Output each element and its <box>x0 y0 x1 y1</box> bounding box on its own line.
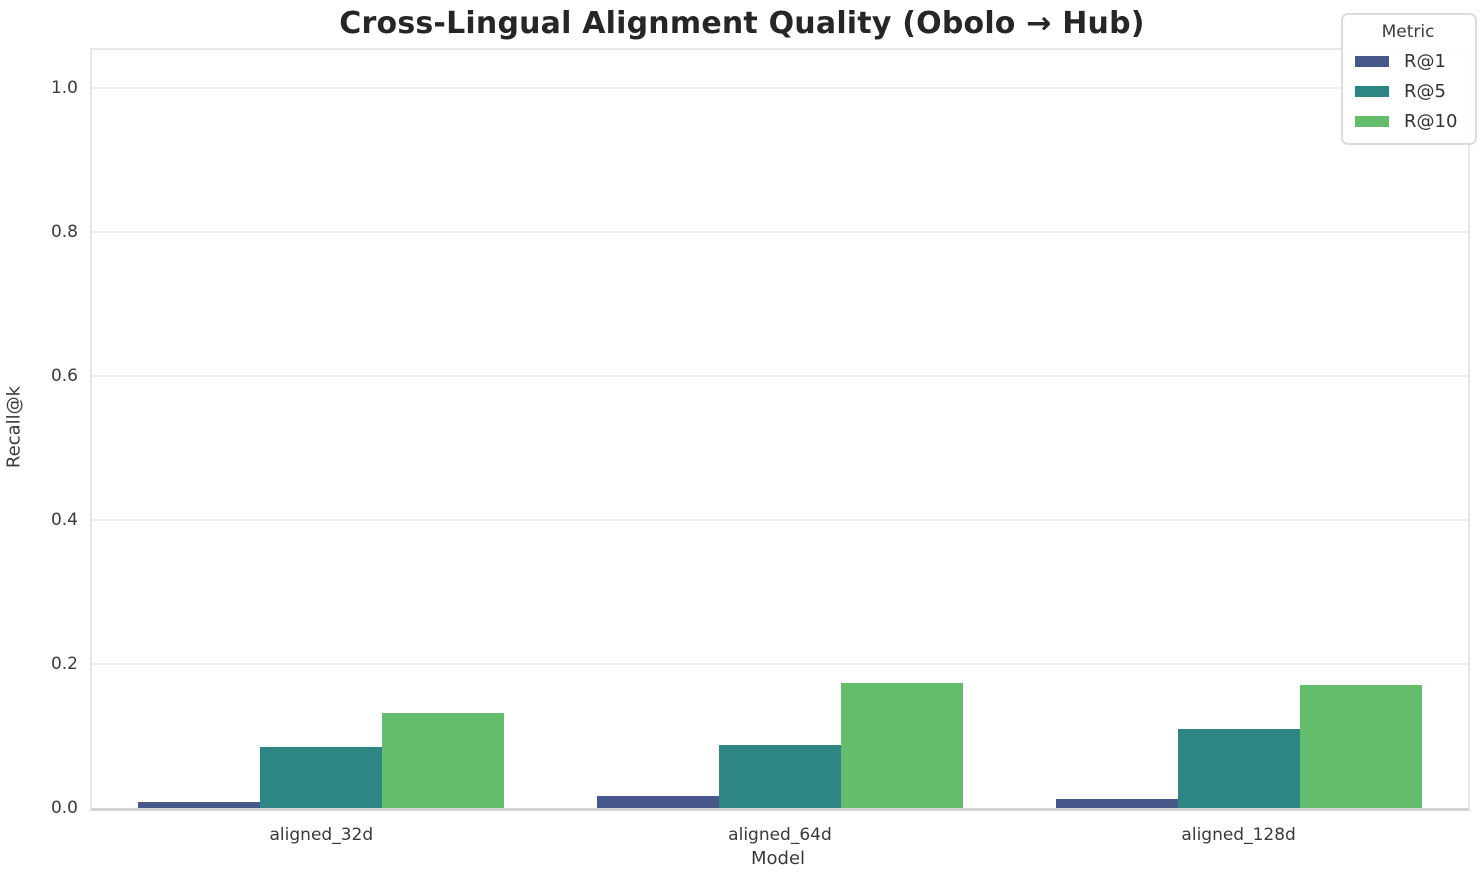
legend-item-r-5: R@5 <box>1355 81 1461 102</box>
y-tick-label-0-2: 0.2 <box>50 654 78 674</box>
y-gridline-1-0 <box>92 87 1468 89</box>
x-tick-label-aligned-128d: aligned_128d <box>1181 825 1296 845</box>
chart-title: Cross-Lingual Alignment Quality (Obolo →… <box>339 6 1145 41</box>
x-tick-label-aligned-64d: aligned_64d <box>728 825 832 845</box>
y-gridline-0-2 <box>92 663 1468 665</box>
legend: Metric R@1 R@5 R@10 <box>1341 13 1477 145</box>
y-tick-label-0-0: 0.0 <box>50 798 78 818</box>
x-axis-label: Model <box>750 848 806 869</box>
y-tick-label-0-4: 0.4 <box>50 510 78 530</box>
bar-group-aligned-64d: aligned_64d <box>596 50 963 845</box>
y-tick-label-0-8: 0.8 <box>50 222 78 242</box>
y-axis-label: Recall@k <box>3 385 25 469</box>
bar-r-1-aligned-128d <box>1055 798 1178 808</box>
y-gridline-0-6 <box>92 375 1468 377</box>
bar-r-1-aligned-64d <box>596 796 719 808</box>
plot-area: 0.0 0.2 0.4 0.6 0.8 1.0 aligned_32d aligned_64d… <box>51 48 1470 845</box>
y-gridline-0-4 <box>92 519 1468 521</box>
legend-title: Metric <box>1381 22 1435 42</box>
legend-label-r-10: R@10 <box>1404 111 1458 132</box>
bar-r-5-aligned-32d <box>260 746 383 808</box>
bar-r-10-aligned-64d <box>840 683 963 808</box>
legend-swatch-r-5-icon <box>1355 86 1389 97</box>
legend-label-r-5: R@5 <box>1404 81 1446 102</box>
y-tick-label-1-0: 1.0 <box>50 78 78 98</box>
bar-group-aligned-32d: aligned_32d <box>138 50 505 845</box>
bar-r-5-aligned-128d <box>1177 728 1300 808</box>
bar-group-aligned-128d: aligned_128d <box>1055 50 1422 845</box>
legend-item-r-10: R@10 <box>1355 111 1461 132</box>
legend-swatch-r-1-icon <box>1355 56 1389 67</box>
bar-groups: aligned_32d aligned_64d aligned_128d <box>92 50 1468 845</box>
bar-r-5-aligned-64d <box>718 744 841 808</box>
bar-r-10-aligned-128d <box>1299 684 1422 808</box>
x-tick-label-aligned-32d: aligned_32d <box>269 825 374 845</box>
y-tick-label-0-6: 0.6 <box>50 366 78 386</box>
legend-swatch-r-10-icon <box>1355 116 1389 127</box>
bar-r-1-aligned-32d <box>138 802 261 808</box>
bar-r-10-aligned-32d <box>382 712 505 808</box>
legend-label-r-1: R@1 <box>1404 51 1446 72</box>
y-gridline-0-8 <box>92 231 1468 233</box>
legend-item-r-1: R@1 <box>1355 51 1461 72</box>
